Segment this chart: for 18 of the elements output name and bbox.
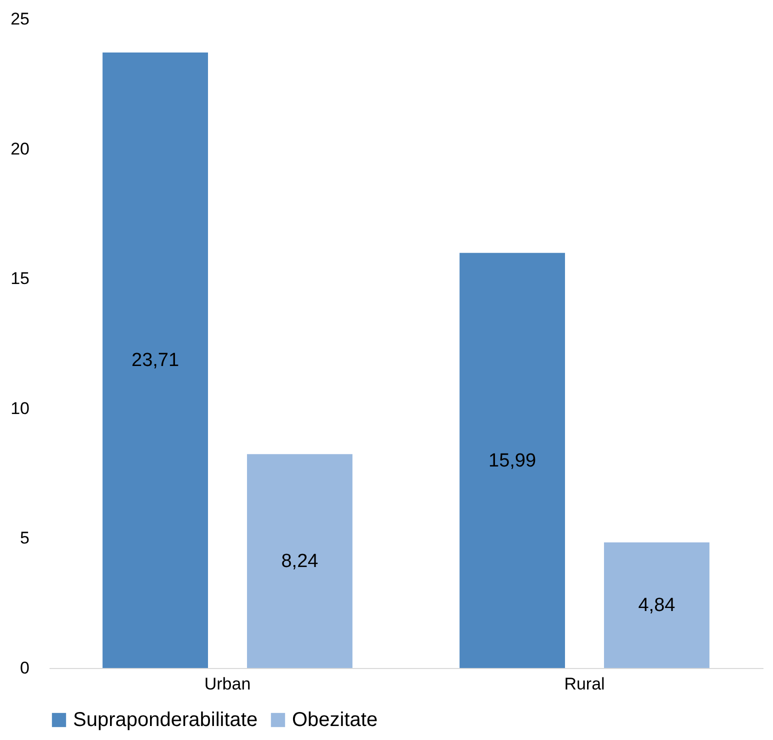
data-label: 4,84 bbox=[638, 595, 676, 616]
legend-label: Supraponderabilitate bbox=[73, 709, 258, 731]
x-tick-label: Urban bbox=[204, 674, 251, 694]
y-tick-label: 25 bbox=[10, 10, 30, 28]
y-tick-label: 15 bbox=[10, 269, 30, 288]
y-tick-label: 20 bbox=[10, 139, 30, 158]
x-tick-label: Rural bbox=[564, 674, 605, 694]
bar bbox=[247, 454, 352, 668]
bar bbox=[604, 542, 710, 668]
bar bbox=[102, 52, 208, 668]
data-label: 23,71 bbox=[132, 350, 180, 372]
data-label: 8,24 bbox=[281, 551, 319, 572]
bar bbox=[460, 252, 565, 668]
y-tick-label: 10 bbox=[10, 398, 30, 418]
data-label: 15,99 bbox=[488, 450, 536, 472]
legend-label: Obezitate bbox=[292, 709, 378, 731]
y-tick-label: 0 bbox=[20, 658, 30, 678]
y-tick-label: 5 bbox=[20, 528, 30, 548]
